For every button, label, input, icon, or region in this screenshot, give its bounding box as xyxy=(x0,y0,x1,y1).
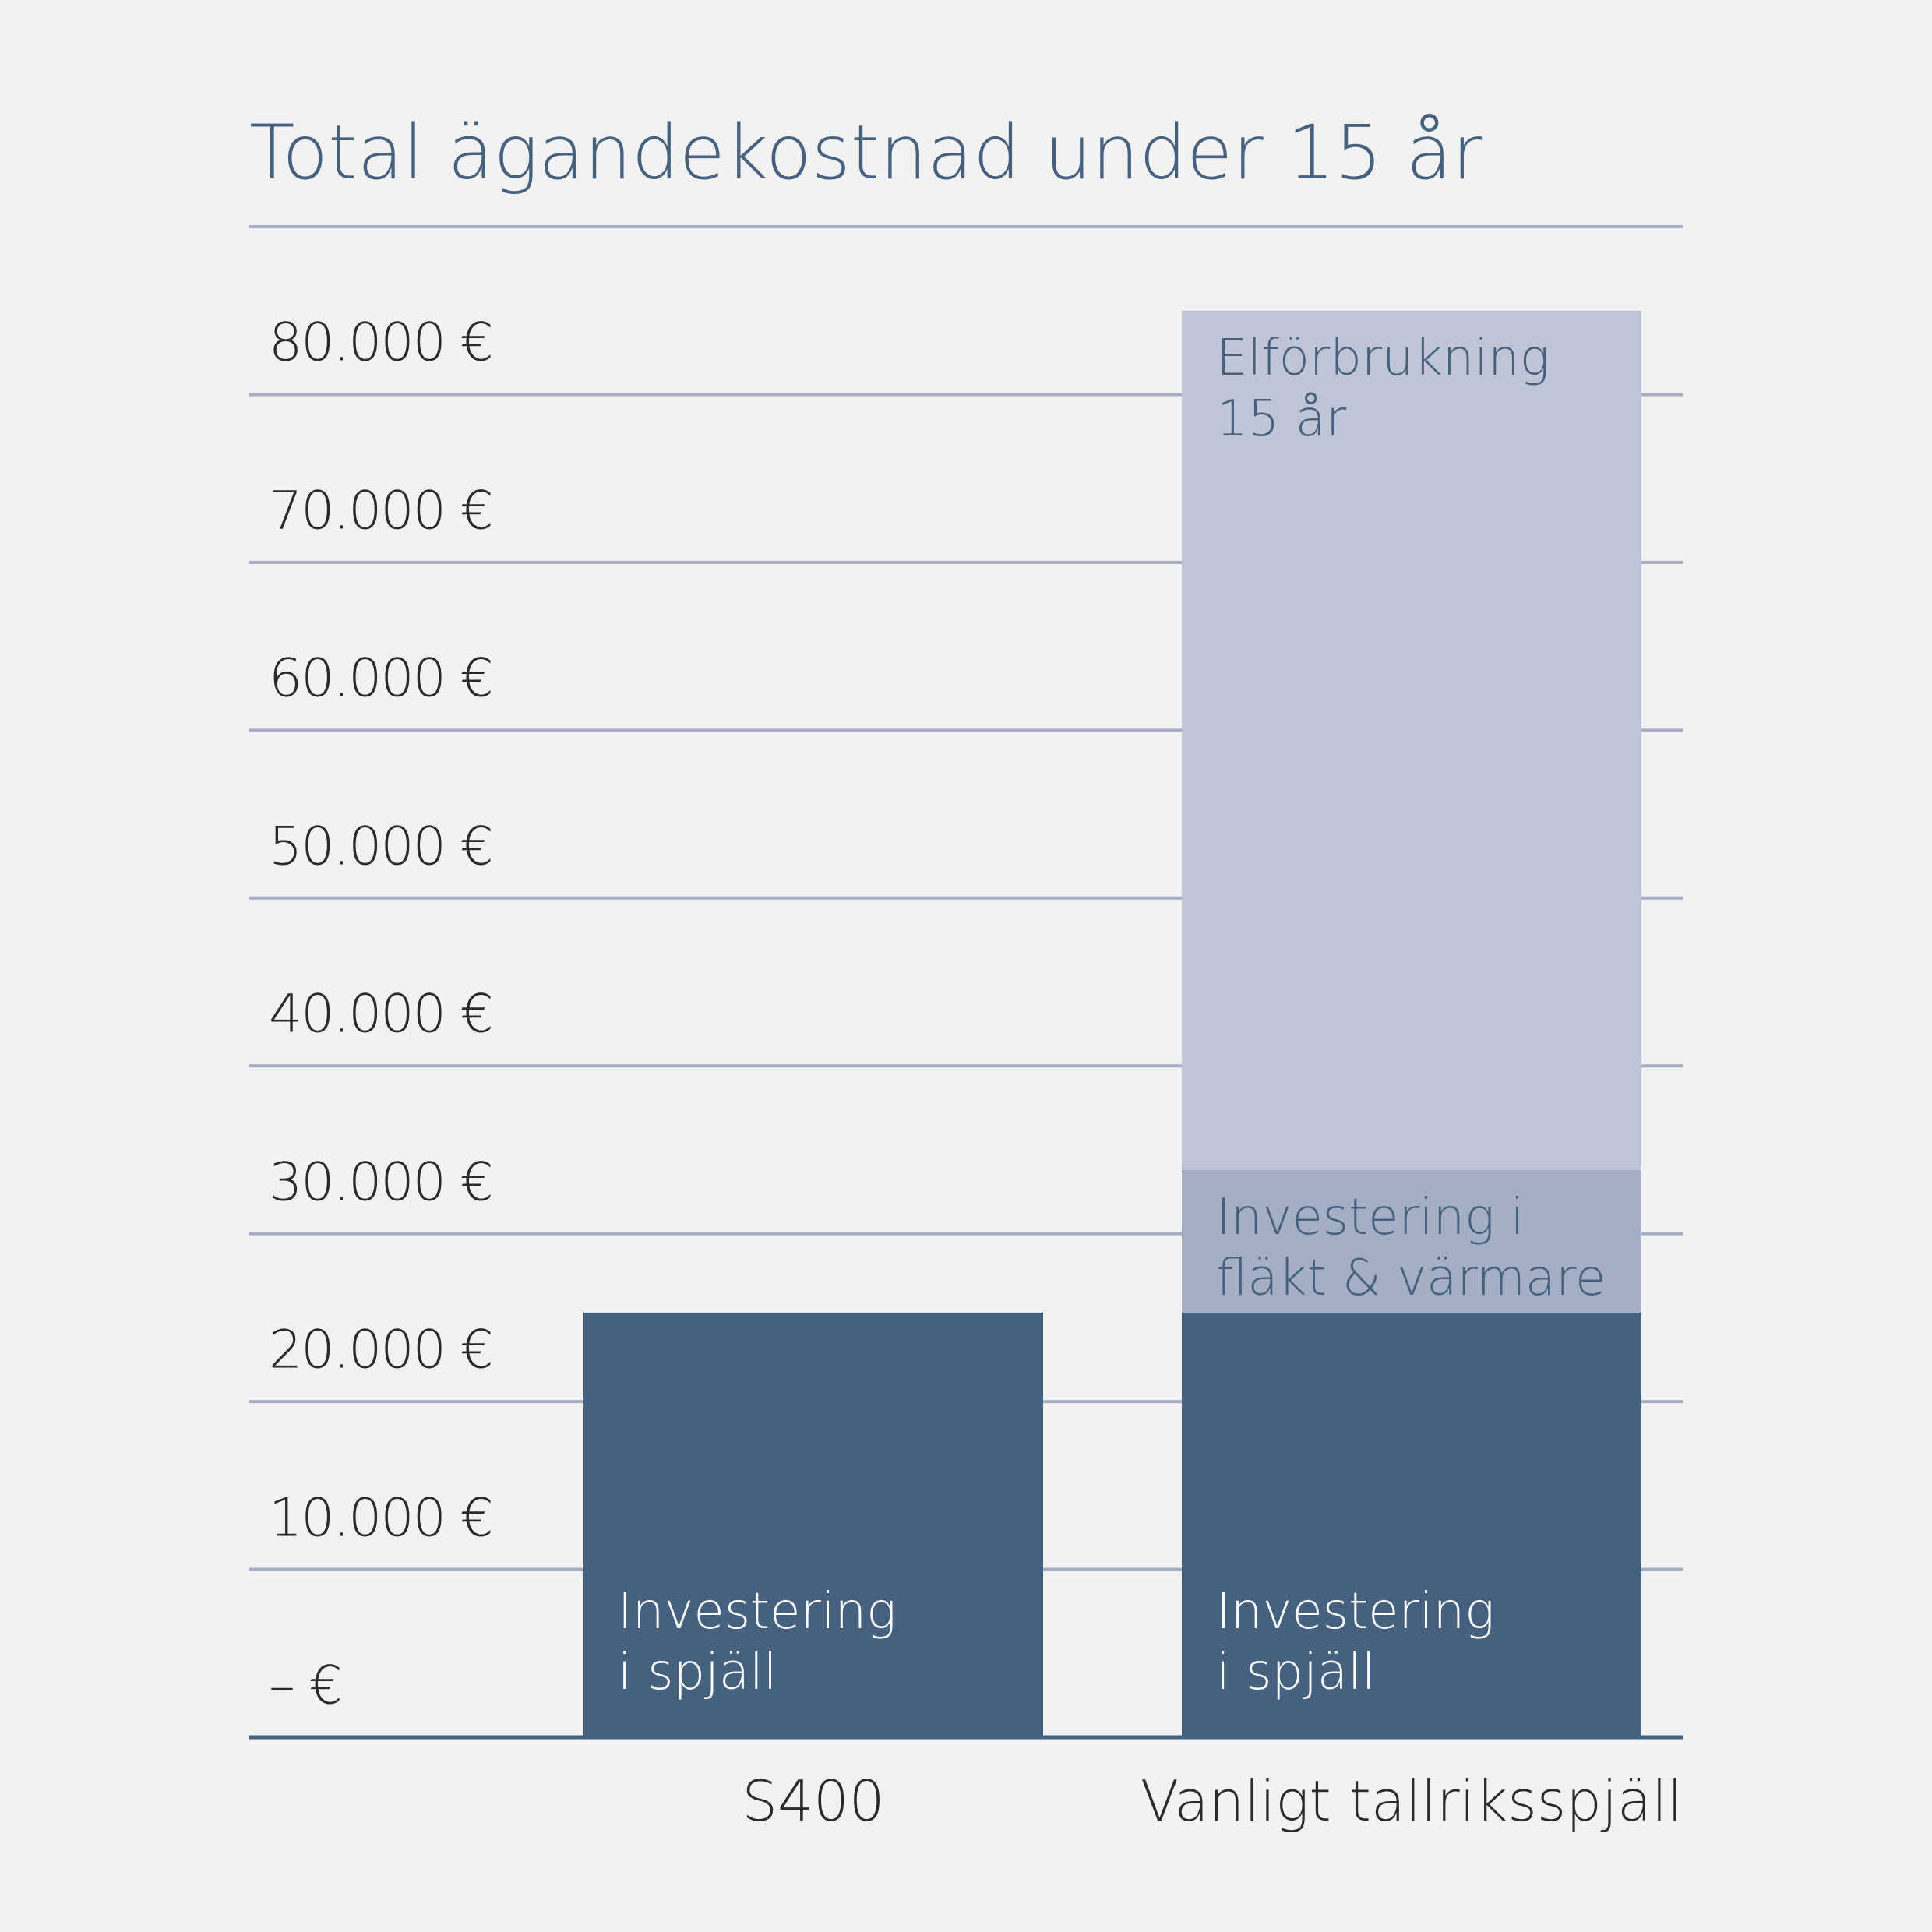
bar-segment xyxy=(1182,1169,1641,1313)
segment-label: Investering i fläkt & värmare xyxy=(1216,1188,1606,1307)
y-tick-label: 60.000 € xyxy=(269,647,494,710)
x-tick-label: S400 xyxy=(742,1768,885,1834)
chart-title: Total ägandekostnad under 15 år xyxy=(249,109,1483,196)
y-tick-label: – € xyxy=(269,1655,343,1717)
y-tick-label: 10.000 € xyxy=(269,1487,494,1549)
y-tick-label: 30.000 € xyxy=(269,1151,494,1214)
bar-segment xyxy=(1182,1312,1641,1737)
segment-label: Investering i spjäll xyxy=(618,1583,897,1701)
y-tick-label: 20.000 € xyxy=(269,1319,494,1381)
bar-segment xyxy=(1182,310,1641,1170)
x-tick-label: Vanligt tallriksspjäll xyxy=(1140,1768,1683,1834)
y-tick-label: 70.000 € xyxy=(269,480,494,542)
segment-label: Elförbrukning 15 år xyxy=(1216,329,1550,448)
y-tick-label: 50.000 € xyxy=(269,816,494,878)
segment-label: Investering i spjäll xyxy=(1216,1583,1495,1701)
y-tick-label: 80.000 € xyxy=(269,312,494,374)
bar-segment xyxy=(583,1312,1043,1737)
y-tick-label: 40.000 € xyxy=(269,983,494,1045)
